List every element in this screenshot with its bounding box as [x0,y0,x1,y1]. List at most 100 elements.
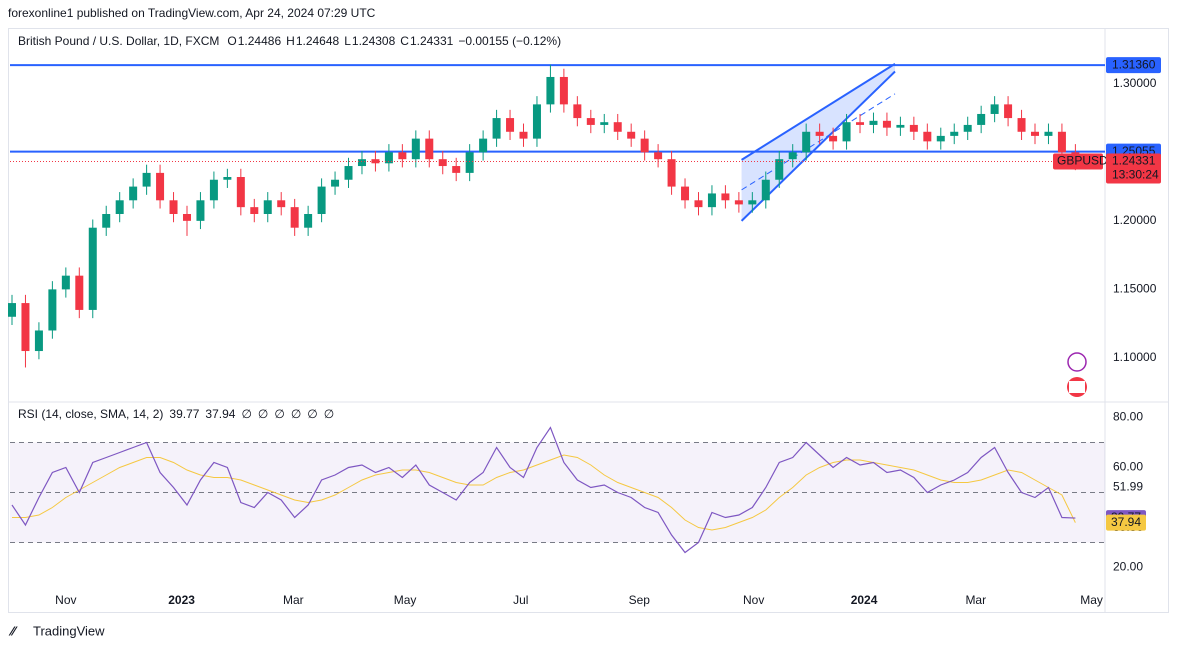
candle-body [75,275,84,310]
rsi-legend-flag: ∅ [291,407,301,421]
candle-body [304,214,313,228]
candle-body [802,131,811,153]
ohlc-value: 1.24308 [352,34,396,48]
candle-body [627,131,636,139]
rsi-legend-flag: ∅ [324,407,334,421]
publisher: forexonline1 published on TradingView.co… [8,6,376,20]
candle-body [209,179,218,201]
candle-body [1057,131,1066,153]
countdown: 13:30:24 [1112,168,1159,182]
ohlc-value: 1.24331 [410,34,454,48]
ohlc-key: C [400,34,409,48]
ohlc-change: −0.00155 (−0.12%) [458,34,561,48]
candle-body [411,138,420,160]
rsi-sma-line [12,454,1076,531]
rsi-tick-label: 60.00 [1113,460,1143,474]
rsi-tag [1106,514,1146,531]
candle-body [156,172,165,201]
candle-body [1044,131,1053,136]
candle-body [48,289,57,331]
x-tick-label: Sep [629,593,651,607]
y-tick-label: 1.30000 [1113,76,1157,90]
chart-frame [8,28,1169,613]
candle-body [263,200,272,214]
y-tick-label: 1.15000 [1113,282,1157,296]
candle-body [506,118,515,132]
candle-body [681,186,690,201]
candle-body [761,179,770,201]
ohlc-key: H [286,34,295,48]
candle-body [61,275,70,290]
candle-body [559,76,568,105]
rsi-legend-flag: ∅ [241,407,251,421]
candle-body [492,118,501,139]
candle-body [842,122,851,142]
candle-body [694,200,703,208]
x-tick-label: May [394,593,417,607]
rsi-legend-value: 39.77 [169,407,199,421]
candle-body [950,131,959,136]
candle-body [936,135,945,142]
candle-body [546,76,555,105]
candle-body [236,177,245,208]
ohlc-value: 1.24648 [296,34,340,48]
ohlc-key: O [227,34,236,48]
symbol-tag [1053,153,1103,170]
candle-body [977,113,986,125]
candle-body [869,120,878,125]
candle-body [438,159,447,167]
candle-body [357,159,366,167]
flag-inner [1069,381,1085,393]
candle-body [882,120,891,128]
candle-body [290,207,299,228]
brand: TradingView [33,623,105,638]
candle-body [573,104,582,119]
candle-body [425,138,434,160]
channel-upper [741,62,896,161]
candle-body [102,214,111,228]
candle-body [344,166,353,180]
x-tick-label: 2024 [851,593,878,607]
candle-body [721,193,730,201]
candle-body [142,172,151,187]
candle-body [586,118,595,125]
candle-body [182,214,191,221]
rsi-legend-flag: ∅ [258,407,268,421]
candle-body [250,207,259,214]
alert-icon[interactable] [1067,352,1087,372]
rsi-tick-label: 80.00 [1113,410,1143,424]
candle-body [815,131,824,136]
y-tick-label: 1.10000 [1113,350,1157,364]
rsi-legend-value: 37.94 [205,407,235,421]
candle-body [88,227,97,310]
candle-body [34,330,43,352]
candle-body [788,152,797,160]
candle-body [963,124,972,132]
rsi-title: RSI (14, close, SMA, 14, 2) [18,407,163,421]
x-tick-label: Jul [513,593,528,607]
y-tick-label: 1.20000 [1113,213,1157,227]
level-tag [1106,57,1161,74]
candle-body [398,152,407,160]
candle-body [923,131,932,142]
candle-body [21,303,30,352]
candle-body [990,104,999,114]
candle-body [317,186,326,214]
candle-body [384,152,393,164]
x-tick-label: Mar [283,593,304,607]
rsi-line [11,426,1076,554]
candle-body [115,200,124,214]
candle-body [775,159,784,180]
candle-body [465,152,474,173]
x-tick-label: Nov [743,593,764,607]
symbol: British Pound / U.S. Dollar, 1D, FXCM [18,34,219,48]
logo-mark: ⁄⁄ [8,623,18,638]
candle-body [734,200,743,205]
candle-body [1017,118,1026,132]
candle-body [1004,104,1013,119]
price-tag [1106,153,1161,184]
x-tick-label: 2023 [168,593,195,607]
rsi-tick-label: 51.99 [1113,480,1143,494]
symbol-label: GBPUSD [1057,154,1108,168]
